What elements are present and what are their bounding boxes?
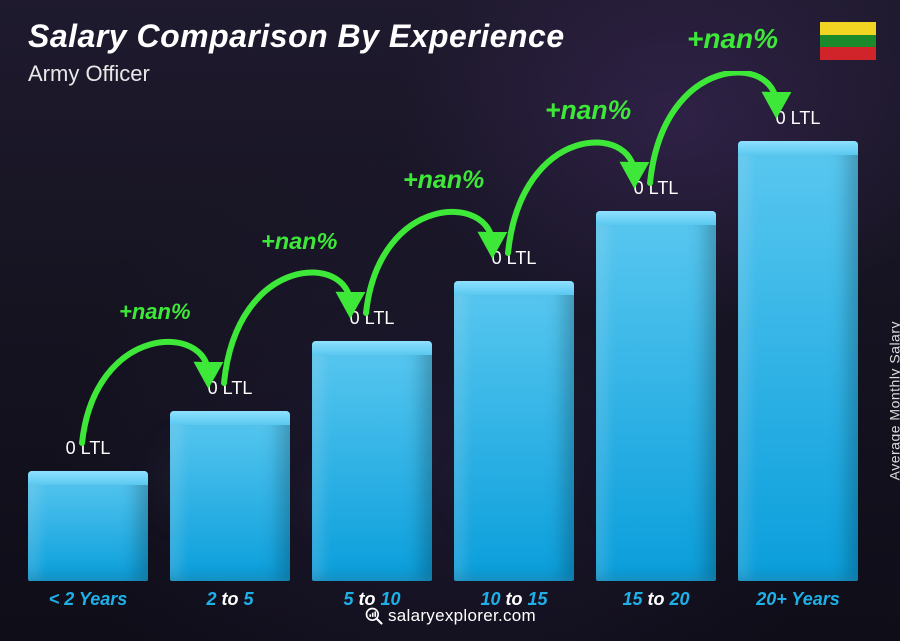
bar-value-label: 0 LTL [634,178,679,199]
bar-value-label: 0 LTL [350,308,395,329]
chart-header: Salary Comparison By Experience Army Off… [28,18,565,87]
bar-group: 0 LTL< 2 Years [28,438,148,581]
bar-chart: 0 LTL< 2 Years0 LTL2 to 50 LTL5 to 100 L… [28,71,858,581]
bar [454,281,574,581]
bar [596,211,716,581]
bar-top-highlight [28,471,148,485]
footer-text: salaryexplorer.com [388,606,536,626]
bar-value-label: 0 LTL [776,108,821,129]
growth-label: +nan% [687,23,778,55]
bar-group: 0 LTL5 to 10 [312,308,432,581]
footer: salaryexplorer.com [0,606,900,631]
bar-top-highlight [170,411,290,425]
bar-top-highlight [738,141,858,155]
bar [170,411,290,581]
bar-top-highlight [312,341,432,355]
flag-stripe-3 [820,47,876,60]
bar [28,471,148,581]
bar-value-label: 0 LTL [492,248,537,269]
magnify-bar-icon [364,606,384,626]
bar-value-label: 0 LTL [66,438,111,459]
bar-group: 0 LTL10 to 15 [454,248,574,581]
bar-group: 0 LTL20+ Years [738,108,858,581]
chart-subtitle: Army Officer [28,61,565,87]
bar [738,141,858,581]
country-flag [820,22,876,60]
bar-group: 0 LTL15 to 20 [596,178,716,581]
y-axis-label: Average Monthly Salary [886,321,900,480]
bars-container: 0 LTL< 2 Years0 LTL2 to 50 LTL5 to 100 L… [28,71,858,581]
growth-label: +nan% [119,299,191,325]
flag-stripe-2 [820,35,876,48]
bar [312,341,432,581]
flag-stripe-1 [820,22,876,35]
chart-title: Salary Comparison By Experience [28,18,565,55]
growth-label: +nan% [403,166,484,195]
bar-top-highlight [454,281,574,295]
bar-group: 0 LTL2 to 5 [170,378,290,581]
bar-value-label: 0 LTL [208,378,253,399]
growth-label: +nan% [545,95,631,126]
footer-logo: salaryexplorer.com [364,606,536,626]
growth-label: +nan% [261,228,337,255]
bar-top-highlight [596,211,716,225]
